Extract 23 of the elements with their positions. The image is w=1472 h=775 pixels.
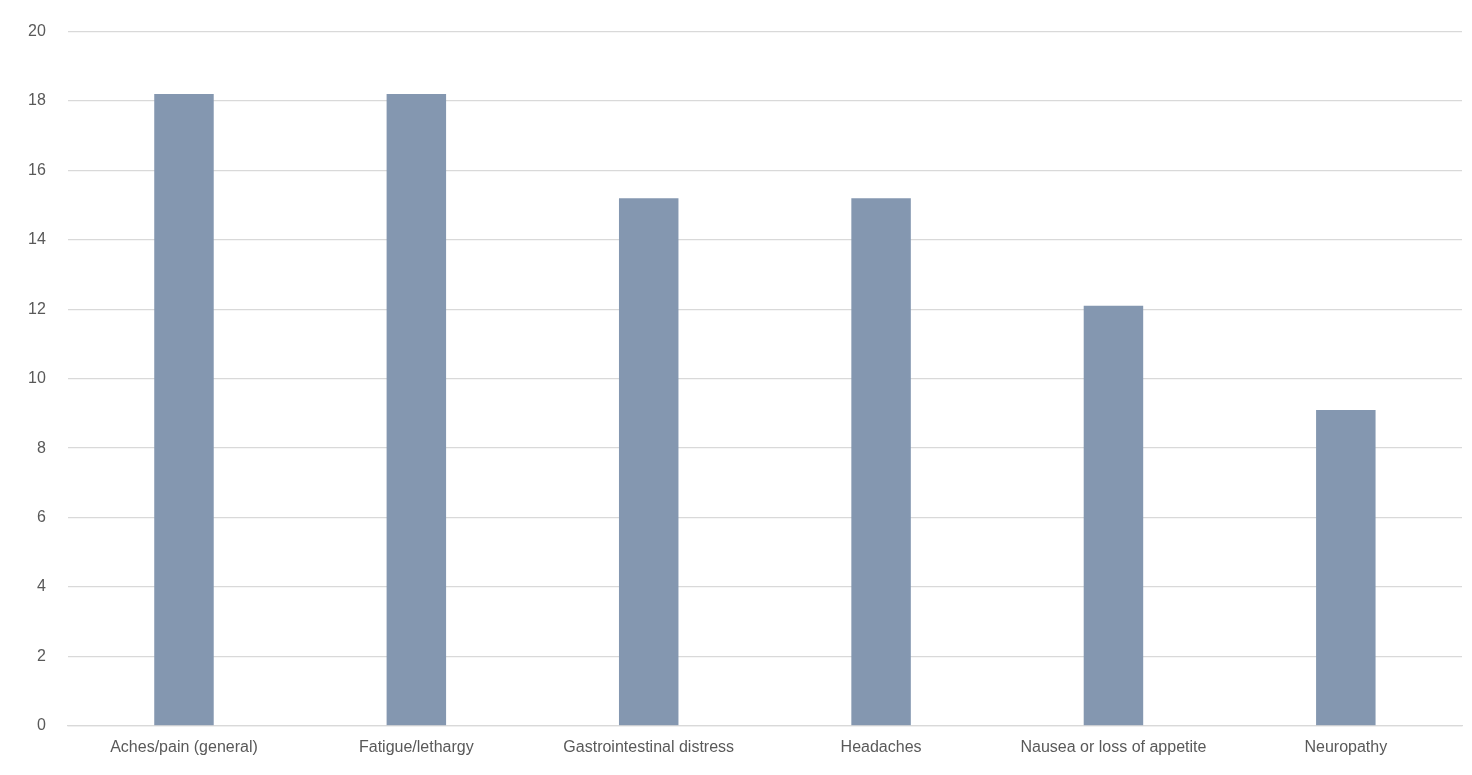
y-tick-label: 16 bbox=[28, 160, 46, 178]
x-tick-label: Headaches bbox=[840, 737, 922, 755]
y-tick-label: 14 bbox=[28, 230, 46, 248]
y-tick-label: 8 bbox=[36, 438, 46, 456]
x-tick-label: Aches/pain (general) bbox=[110, 737, 258, 755]
y-tick-label: 18 bbox=[28, 91, 46, 109]
y-tick-label: 0 bbox=[36, 716, 46, 734]
x-tick-label: Neuropathy bbox=[1304, 737, 1388, 755]
bar bbox=[851, 198, 911, 726]
y-tick-label: 2 bbox=[36, 646, 46, 664]
bar bbox=[1316, 409, 1376, 726]
bar bbox=[618, 198, 679, 726]
x-tick-label: Gastrointestinal distress bbox=[563, 737, 735, 755]
bar bbox=[386, 94, 447, 726]
y-tick-label: 12 bbox=[28, 299, 46, 317]
x-tick-label: Fatigue/lethargy bbox=[358, 737, 474, 755]
bar bbox=[154, 94, 214, 726]
y-tick-label: 20 bbox=[28, 22, 46, 40]
y-tick-label: 10 bbox=[28, 369, 46, 387]
x-tick-label: Nausea or loss of appetite bbox=[1020, 737, 1207, 755]
y-tick-label: 4 bbox=[36, 577, 46, 595]
y-tick-label: 6 bbox=[36, 507, 46, 525]
bar bbox=[1083, 305, 1144, 726]
